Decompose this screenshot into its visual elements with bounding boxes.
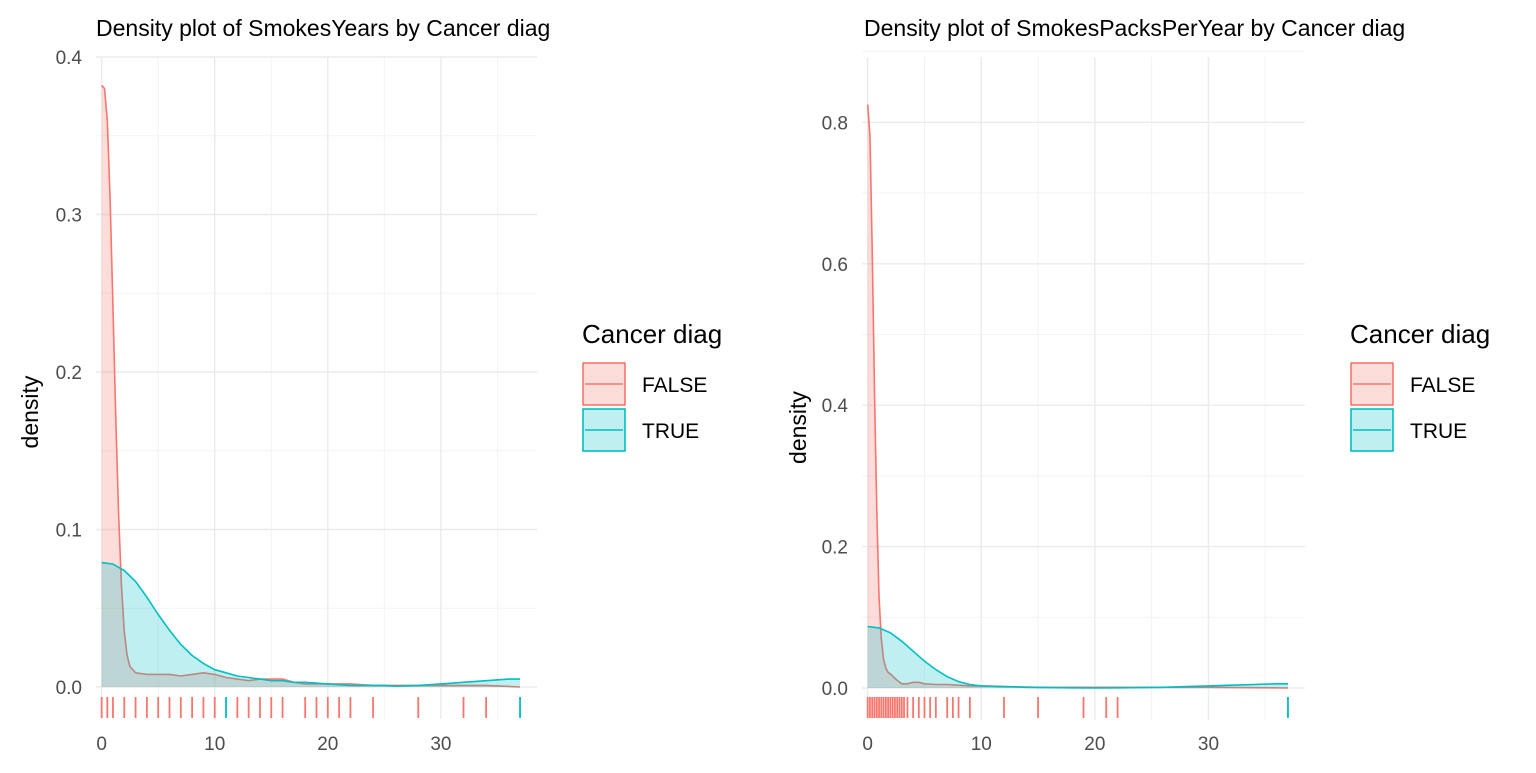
- y-tick-label: 0.3: [56, 206, 82, 227]
- density-line-true: [101, 561, 520, 688]
- y-tick-label: 0.2: [56, 363, 82, 384]
- x-tick-label: 30: [430, 734, 451, 755]
- panel-smokes-years: 0.0 0.1 0.2 0.3 0.4 0 10 20 30 Density plot of Sm…: [17, 15, 722, 755]
- density-area-false: [867, 104, 1288, 688]
- rug-false: [866, 697, 1119, 718]
- x-tick-label: 10: [204, 734, 225, 755]
- x-tick-label: 20: [317, 734, 338, 755]
- y-tick-label: 0.1: [56, 521, 82, 542]
- y-tick-label: 0.4: [56, 48, 83, 69]
- y-axis-label: density: [17, 375, 43, 448]
- density-area-true: [101, 562, 521, 687]
- density-area-false: [101, 85, 521, 687]
- grid: [862, 51, 1305, 720]
- rug-false: [100, 697, 488, 718]
- y-tick-label: 0.8: [822, 113, 848, 134]
- rug-true: [225, 697, 521, 718]
- legend-label-true: TRUE: [1410, 420, 1467, 443]
- y-tick-label: 0.0: [56, 678, 82, 699]
- legend: Cancer diag FALSE TRUE: [582, 319, 722, 452]
- legend-label-false: FALSE: [642, 374, 707, 397]
- y-tick-label: 0.0: [822, 679, 848, 700]
- y-axis-label: density: [785, 391, 811, 464]
- y-tick-label: 0.2: [822, 538, 848, 559]
- legend-title: Cancer diag: [1350, 319, 1490, 349]
- y-tick-label: 0.4: [822, 396, 849, 417]
- legend-label-true: TRUE: [642, 420, 699, 443]
- x-tick-label: 0: [862, 734, 873, 755]
- density-line-true: [867, 625, 1288, 689]
- density-line-false: [866, 104, 1289, 689]
- legend-title: Cancer diag: [582, 319, 722, 349]
- chart-title: Density plot of SmokesYears by Cancer di…: [96, 15, 550, 41]
- x-tick-label: 10: [971, 734, 992, 755]
- legend-label-false: FALSE: [1410, 374, 1475, 397]
- density-area-true: [867, 626, 1288, 688]
- x-tick-label: 20: [1084, 734, 1105, 755]
- grid: [96, 56, 537, 719]
- panel-smokes-packs-per-year: 0.0 0.2 0.4 0.6 0.8 0 10 20 30 Density plot of Sm…: [785, 15, 1490, 755]
- y-tick-label: 0.6: [822, 255, 848, 276]
- density-line-false: [101, 84, 521, 688]
- chart-title: Density plot of SmokesPacksPerYear by Ca…: [864, 15, 1405, 41]
- legend: Cancer diag FALSE TRUE: [1350, 319, 1490, 452]
- x-tick-label: 0: [96, 734, 107, 755]
- x-tick-label: 30: [1198, 734, 1219, 755]
